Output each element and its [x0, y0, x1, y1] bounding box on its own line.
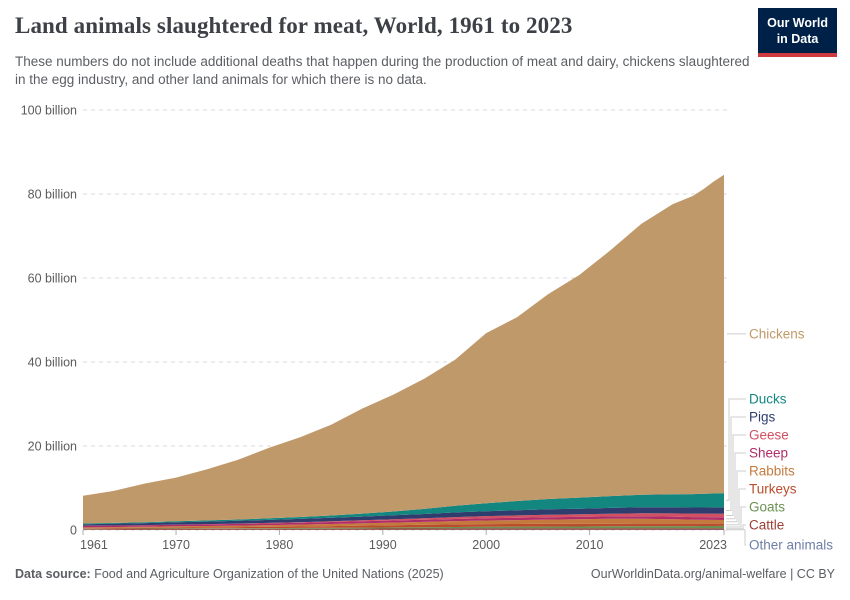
x-axis-label-1980: 1980 — [266, 538, 294, 552]
y-axis-label-100: 100 billion — [21, 104, 77, 118]
area-sheep[interactable] — [83, 516, 724, 528]
area-goats[interactable] — [83, 525, 724, 530]
legend-label-cattle[interactable]: Cattle — [749, 518, 784, 533]
area-other-animals[interactable] — [83, 529, 724, 531]
legend-connector-rabbits — [726, 470, 746, 523]
y-axis-label-0: 0 — [70, 524, 77, 538]
x-axis-label-2023: 2023 — [699, 538, 727, 552]
legend-label-geese[interactable]: Geese — [749, 428, 789, 443]
area-chickens[interactable] — [83, 174, 724, 524]
legend-connector-sheep — [726, 452, 746, 520]
y-axis-label-60: 60 billion — [28, 272, 77, 286]
area-ducks[interactable] — [83, 493, 724, 525]
legend-label-other-animals[interactable]: Other animals — [749, 538, 833, 553]
footer-separator: | — [786, 567, 797, 581]
y-axis-label-40: 40 billion — [28, 356, 77, 370]
area-geese[interactable] — [83, 513, 724, 526]
legend-connector-goats — [726, 506, 746, 528]
owid-logo[interactable]: Our World in Data — [758, 8, 837, 57]
legend-connector-other-animals — [726, 529, 746, 546]
area-pigs[interactable] — [83, 507, 724, 526]
x-axis-label-1970: 1970 — [162, 538, 190, 552]
x-axis-label-2000: 2000 — [472, 538, 500, 552]
legend-label-ducks[interactable]: Ducks — [749, 392, 787, 407]
owid-url-link[interactable]: OurWorldinData.org/animal-welfare — [590, 567, 787, 581]
x-axis-label-1990: 1990 — [369, 538, 397, 552]
legend-connector-pigs — [726, 416, 746, 511]
legend-connector-ducks — [726, 398, 746, 501]
data-source-note: Data source: Food and Agriculture Organi… — [15, 567, 444, 581]
x-axis-label-1961: 1961 — [80, 538, 108, 552]
legend-label-pigs[interactable]: Pigs — [749, 410, 776, 425]
page-title: Land animals slaughtered for meat, World… — [15, 13, 573, 38]
legend-label-rabbits[interactable]: Rabbits — [749, 464, 795, 479]
area-rabbits[interactable] — [83, 518, 724, 529]
owid-logo-line1: Our World — [767, 16, 828, 30]
legend-connector-turkeys — [726, 488, 746, 526]
legend-connector-geese — [726, 434, 746, 516]
legend-connector-cattle — [726, 524, 746, 530]
cc-by-link[interactable]: CC BY — [796, 567, 835, 581]
legend-label-sheep[interactable]: Sheep — [749, 446, 788, 461]
legend-label-goats[interactable]: Goats — [749, 500, 785, 515]
y-axis-label-80: 80 billion — [28, 188, 77, 202]
data-source-text: Food and Agriculture Organization of the… — [90, 567, 444, 581]
owid-logo-line2: in Data — [776, 32, 819, 47]
stacked-area-chart[interactable]: 0 20 billion 40 billion 60 billion 80 billio… — [0, 100, 850, 565]
x-axis-label-2010: 2010 — [576, 538, 604, 552]
y-axis-label-20: 20 billion — [28, 440, 77, 454]
area-turkeys[interactable] — [83, 523, 724, 529]
data-source-label: Data source: — [15, 567, 91, 581]
legend-label-turkeys[interactable]: Turkeys — [749, 482, 797, 497]
chart-footer: Data source: Food and Agriculture Organi… — [15, 567, 835, 581]
footer-links: OurWorldinData.org/animal-welfare | CC B… — [591, 567, 835, 581]
legend-label-chickens[interactable]: Chickens — [749, 326, 805, 341]
area-cattle[interactable] — [83, 528, 724, 530]
chart-subtitle: These numbers do not include additional … — [15, 54, 750, 87]
